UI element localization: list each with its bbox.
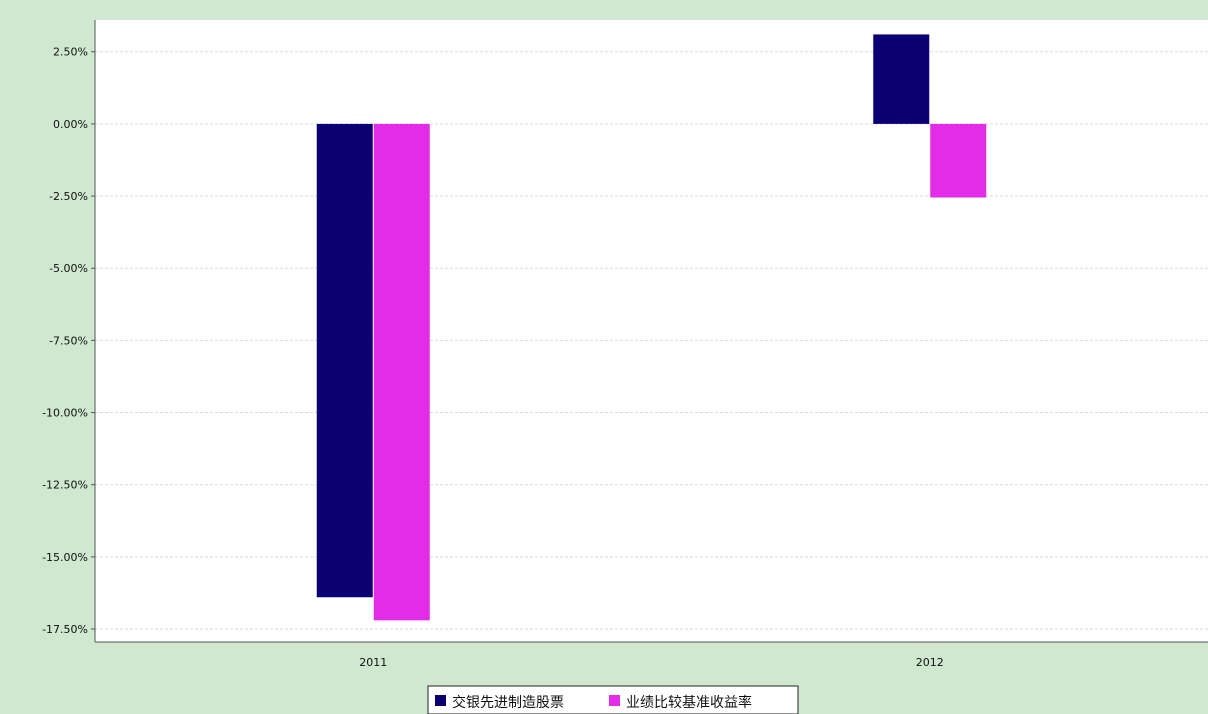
legend: 交银先进制造股票 业绩比较基准收益率	[427, 685, 799, 714]
axes: 2.50% 0.00% -2.50% -5.00% -7.50% -10.00% -12.5…	[42, 20, 1208, 669]
x-tick-label: 2012	[916, 656, 944, 669]
bar-2012-series-2	[930, 123, 987, 198]
legend-swatch-series-2	[609, 695, 620, 706]
plot-area	[95, 20, 1208, 642]
y-tick-label: -15.00%	[42, 551, 88, 564]
bars	[316, 34, 987, 621]
legend-swatch-series-1	[435, 695, 446, 706]
gridlines	[95, 51, 1208, 630]
y-tick-label: -17.50%	[42, 623, 88, 636]
legend-label-series-2: 业绩比较基准收益率	[626, 694, 752, 711]
x-tick-label: 2011	[359, 656, 387, 669]
y-tick-label: -12.50%	[42, 479, 88, 492]
y-tick-label: -10.00%	[42, 407, 88, 420]
y-tick-label: 2.50%	[53, 46, 88, 59]
y-tick-label: -7.50%	[49, 334, 88, 347]
y-tick-label: -5.00%	[49, 262, 88, 275]
y-tick-label: 0.00%	[53, 118, 88, 131]
legend-label-series-1: 交银先进制造股票	[452, 694, 564, 711]
y-tick-label: -2.50%	[49, 190, 88, 203]
bar-2011-series-1	[316, 123, 373, 598]
bar-2012-series-1	[873, 34, 930, 124]
bar-2011-series-2	[373, 123, 430, 621]
